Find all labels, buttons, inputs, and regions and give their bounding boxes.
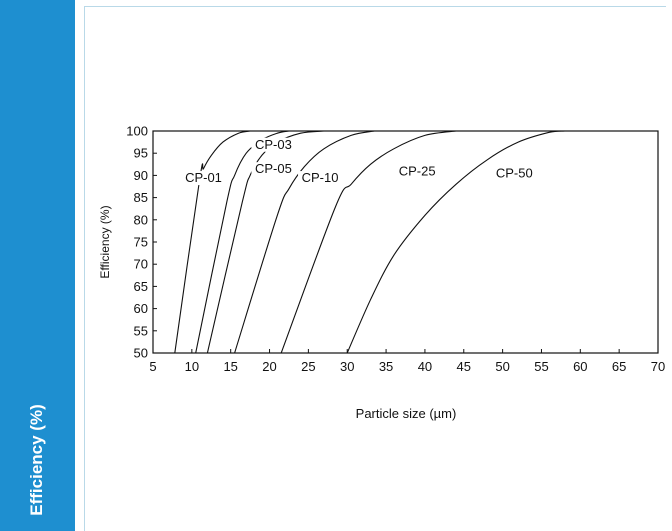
annotation-backdrop bbox=[492, 166, 537, 181]
annotation-cp-10: CP-10 bbox=[302, 170, 339, 185]
series-line-cp-50 bbox=[346, 130, 565, 354]
y-tick-label: 80 bbox=[134, 212, 148, 227]
y-tick-label: 65 bbox=[134, 279, 148, 294]
x-tick-label: 20 bbox=[262, 359, 276, 374]
x-tick-label: 5 bbox=[149, 359, 156, 374]
series-line-cp-03 bbox=[195, 130, 290, 354]
x-tick-label: 60 bbox=[573, 359, 587, 374]
annotation-cp-50: CP-50 bbox=[496, 166, 533, 181]
sidebar-band bbox=[0, 0, 75, 531]
x-tick-label: 70 bbox=[651, 359, 665, 374]
series-line-cp-10 bbox=[234, 130, 375, 354]
annotation-backdrop bbox=[181, 171, 226, 186]
y-tick-label: 55 bbox=[134, 323, 148, 338]
y-tick-label: 85 bbox=[134, 190, 148, 205]
series-line-cp-05 bbox=[206, 130, 324, 354]
annotation-cp-25: CP-25 bbox=[399, 163, 436, 178]
y-tick-label: 100 bbox=[126, 124, 148, 139]
content-panel bbox=[84, 6, 666, 531]
annotation-cp-05: CP-05 bbox=[255, 161, 292, 176]
series-line-cp-01 bbox=[174, 130, 251, 354]
annotation-backdrop bbox=[251, 162, 296, 177]
annotation-cp-03: CP-03 bbox=[255, 137, 292, 152]
x-tick-label: 45 bbox=[457, 359, 471, 374]
x-tick-label: 35 bbox=[379, 359, 393, 374]
x-tick-label: 55 bbox=[534, 359, 548, 374]
x-tick-label: 10 bbox=[185, 359, 199, 374]
x-tick-label: 15 bbox=[223, 359, 237, 374]
y-tick-label: 90 bbox=[134, 168, 148, 183]
y-tick-label: 60 bbox=[134, 301, 148, 316]
y-tick-label: 50 bbox=[134, 346, 148, 361]
series-line-cp-25 bbox=[280, 130, 457, 354]
x-tick-label: 25 bbox=[301, 359, 315, 374]
x-tick-label: 40 bbox=[418, 359, 432, 374]
annotation-cp-01: CP-01 bbox=[185, 170, 222, 185]
x-tick-label: 30 bbox=[340, 359, 354, 374]
annotation-backdrop bbox=[251, 137, 296, 152]
y-tick-label: 75 bbox=[134, 235, 148, 250]
annotation-backdrop bbox=[298, 171, 343, 186]
y-tick-label: 70 bbox=[134, 257, 148, 272]
x-tick-label: 65 bbox=[612, 359, 626, 374]
x-tick-label: 50 bbox=[495, 359, 509, 374]
x-axis-label: Particle size (µm) bbox=[356, 406, 457, 421]
annotation-backdrop bbox=[395, 164, 440, 179]
y-axis-label: Efficiency (%) bbox=[98, 205, 112, 278]
y-tick-label: 95 bbox=[134, 146, 148, 161]
